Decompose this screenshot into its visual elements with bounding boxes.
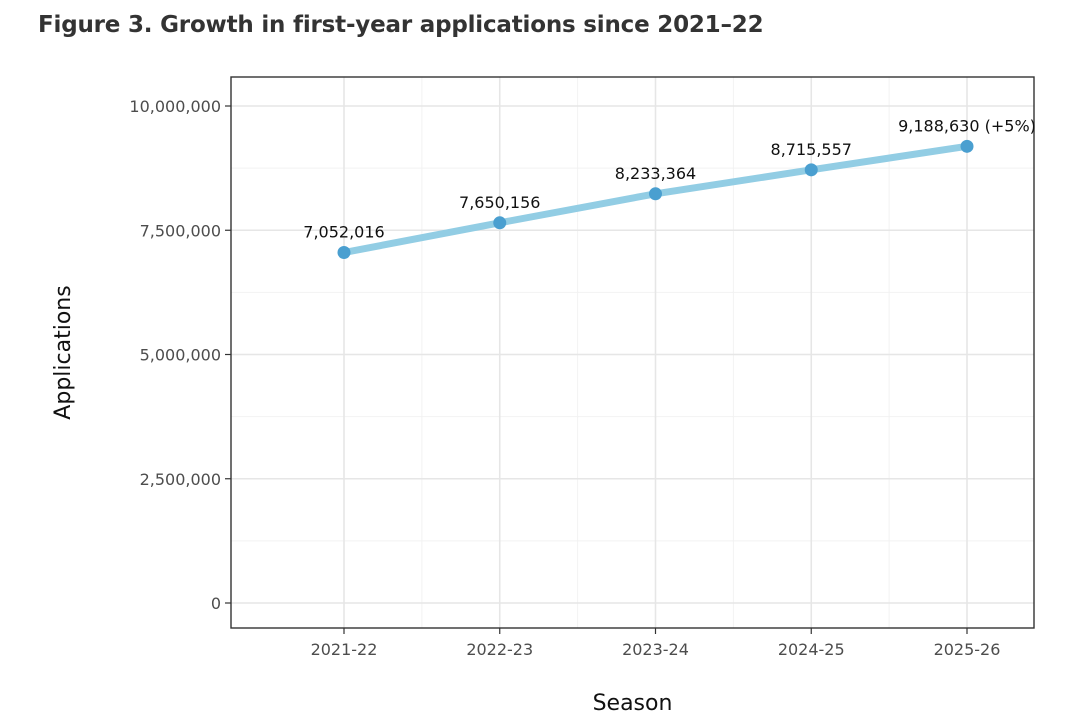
data-point <box>493 216 507 230</box>
y-axis-ticks: 0 2,500,000 5,000,000 7,500,000 10,000,000 <box>129 97 231 613</box>
series-points-group <box>337 139 974 260</box>
x-tick-label: 2022-23 <box>466 640 533 659</box>
x-tick-label: 2023-24 <box>622 640 689 659</box>
data-label: 9,188,630 (+5%) <box>898 116 1036 135</box>
figure-title: Figure 3. Growth in first-year applicati… <box>38 12 764 38</box>
y-axis-title: Applications <box>51 285 76 419</box>
x-axis-ticks: 2021-22 2022-23 2023-24 2024-25 2025-26 <box>311 628 1001 659</box>
major-gridlines <box>231 77 1034 628</box>
data-label: 8,233,364 <box>615 164 696 183</box>
data-point <box>960 139 974 153</box>
data-label: 7,052,016 <box>303 223 384 242</box>
data-point <box>649 187 662 201</box>
data-labels-group: 7,052,016 7,650,156 8,233,364 8,715,557 9,18… <box>303 116 1036 241</box>
y-tick-label: 5,000,000 <box>140 346 221 365</box>
y-tick-label: 7,500,000 <box>140 221 221 240</box>
x-tick-label: 2024-25 <box>778 640 845 659</box>
x-tick-label: 2025-26 <box>934 640 1001 659</box>
x-axis-title: Season <box>593 691 673 716</box>
data-point <box>804 163 818 177</box>
plot-frame <box>230 76 1035 629</box>
data-label: 7,650,156 <box>459 193 540 212</box>
data-label: 8,715,557 <box>771 140 852 159</box>
minor-gridlines <box>231 77 1034 628</box>
y-tick-label: 0 <box>211 594 221 613</box>
y-tick-label: 2,500,000 <box>140 470 221 489</box>
x-tick-label: 2021-22 <box>311 640 378 659</box>
y-tick-label: 10,000,000 <box>129 97 221 116</box>
data-point <box>337 246 351 260</box>
